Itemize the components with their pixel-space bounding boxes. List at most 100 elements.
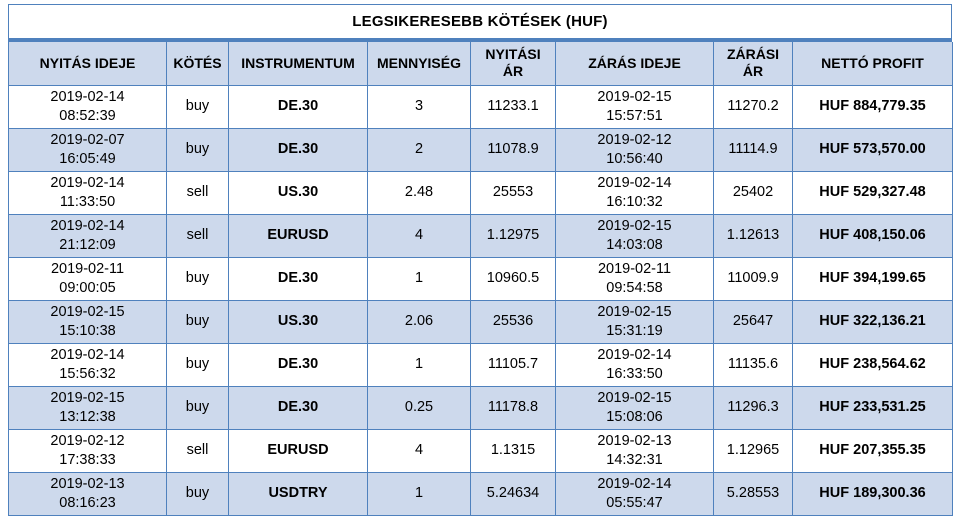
table-row: 2019-02-15 13:12:38 buy DE.30 0.25 11178… — [8, 385, 953, 430]
cell-side: buy — [166, 385, 229, 430]
column-header: MENNYISÉG — [367, 42, 471, 86]
cell-open-price: 25536 — [470, 299, 556, 344]
table-row: 2019-02-11 09:00:05 buy DE.30 1 10960.5 … — [8, 256, 953, 301]
cell-open-time: 2019-02-14 15:56:32 — [8, 342, 167, 387]
cell-instrument: USDTRY — [228, 471, 368, 516]
cell-open-price: 1.1315 — [470, 428, 556, 473]
cell-close-price: 25402 — [713, 170, 793, 215]
cell-open-price: 10960.5 — [470, 256, 556, 301]
cell-close-time: 2019-02-11 09:54:58 — [555, 256, 714, 301]
cell-net-profit: HUF 884,779.35 — [792, 84, 953, 129]
cell-close-time: 2019-02-14 16:10:32 — [555, 170, 714, 215]
cell-side: buy — [166, 84, 229, 129]
table-row: 2019-02-13 08:16:23 buy USDTRY 1 5.24634… — [8, 471, 953, 516]
cell-side: buy — [166, 127, 229, 172]
table-row: 2019-02-14 11:33:50 sell US.30 2.48 2555… — [8, 170, 953, 215]
cell-side: sell — [166, 213, 229, 258]
cell-close-time: 2019-02-15 15:31:19 — [555, 299, 714, 344]
cell-net-profit: HUF 529,327.48 — [792, 170, 953, 215]
cell-close-price: 11135.6 — [713, 342, 793, 387]
cell-close-price: 5.28553 — [713, 471, 793, 516]
cell-instrument: DE.30 — [228, 256, 368, 301]
cell-instrument: DE.30 — [228, 84, 368, 129]
cell-side: buy — [166, 256, 229, 301]
cell-instrument: EURUSD — [228, 213, 368, 258]
cell-open-price: 1.12975 — [470, 213, 556, 258]
trades-table: NYITÁS IDEJE KÖTÉS INSTRUMENTUM MENNYISÉG NY… — [8, 42, 953, 516]
cell-open-time: 2019-02-13 08:16:23 — [8, 471, 167, 516]
column-header: NYITÁSI ÁR — [470, 42, 556, 86]
cell-open-price: 5.24634 — [470, 471, 556, 516]
table-header-row: NYITÁS IDEJE KÖTÉS INSTRUMENTUM MENNYISÉG NY… — [8, 42, 953, 86]
cell-instrument: US.30 — [228, 170, 368, 215]
cell-instrument: DE.30 — [228, 385, 368, 430]
column-header: INSTRUMENTUM — [228, 42, 368, 86]
column-header: ZÁRÁS IDEJE — [555, 42, 714, 86]
cell-open-time: 2019-02-14 11:33:50 — [8, 170, 167, 215]
cell-instrument: DE.30 — [228, 342, 368, 387]
cell-quantity: 2.06 — [367, 299, 471, 344]
cell-instrument: US.30 — [228, 299, 368, 344]
cell-close-price: 11296.3 — [713, 385, 793, 430]
table-row: 2019-02-15 15:10:38 buy US.30 2.06 25536… — [8, 299, 953, 344]
cell-open-time: 2019-02-15 13:12:38 — [8, 385, 167, 430]
cell-close-time: 2019-02-13 14:32:31 — [555, 428, 714, 473]
column-header: NYITÁS IDEJE — [8, 42, 167, 86]
cell-open-time: 2019-02-12 17:38:33 — [8, 428, 167, 473]
column-header: KÖTÉS — [166, 42, 229, 86]
cell-net-profit: HUF 189,300.36 — [792, 471, 953, 516]
cell-close-time: 2019-02-12 10:56:40 — [555, 127, 714, 172]
cell-close-price: 1.12965 — [713, 428, 793, 473]
cell-open-price: 25553 — [470, 170, 556, 215]
cell-open-time: 2019-02-14 21:12:09 — [8, 213, 167, 258]
cell-close-price: 11114.9 — [713, 127, 793, 172]
table-row: 2019-02-12 17:38:33 sell EURUSD 4 1.1315… — [8, 428, 953, 473]
cell-side: buy — [166, 471, 229, 516]
cell-quantity: 1 — [367, 256, 471, 301]
cell-quantity: 4 — [367, 213, 471, 258]
cell-quantity: 1 — [367, 342, 471, 387]
cell-quantity: 2.48 — [367, 170, 471, 215]
cell-net-profit: HUF 233,531.25 — [792, 385, 953, 430]
cell-side: sell — [166, 170, 229, 215]
cell-open-price: 11078.9 — [470, 127, 556, 172]
cell-open-time: 2019-02-14 08:52:39 — [8, 84, 167, 129]
cell-close-time: 2019-02-15 15:08:06 — [555, 385, 714, 430]
cell-quantity: 4 — [367, 428, 471, 473]
cell-open-time: 2019-02-07 16:05:49 — [8, 127, 167, 172]
cell-side: sell — [166, 428, 229, 473]
cell-net-profit: HUF 238,564.62 — [792, 342, 953, 387]
cell-side: buy — [166, 342, 229, 387]
cell-open-price: 11233.1 — [470, 84, 556, 129]
cell-close-price: 1.12613 — [713, 213, 793, 258]
table-row: 2019-02-14 21:12:09 sell EURUSD 4 1.1297… — [8, 213, 953, 258]
trades-table-body: 2019-02-14 08:52:39 buy DE.30 3 11233.1 … — [8, 84, 953, 516]
cell-side: buy — [166, 299, 229, 344]
cell-instrument: DE.30 — [228, 127, 368, 172]
column-header: ZÁRÁSI ÁR — [713, 42, 793, 86]
cell-quantity: 3 — [367, 84, 471, 129]
report-title: LEGSIKERESEBB KÖTÉSEK (HUF) — [8, 4, 952, 42]
trades-report: LEGSIKERESEBB KÖTÉSEK (HUF) NYITÁS IDEJE… — [8, 4, 953, 516]
cell-close-price: 25647 — [713, 299, 793, 344]
cell-net-profit: HUF 394,199.65 — [792, 256, 953, 301]
cell-quantity: 0.25 — [367, 385, 471, 430]
column-header: NETTÓ PROFIT — [792, 42, 953, 86]
cell-open-price: 11105.7 — [470, 342, 556, 387]
cell-close-time: 2019-02-15 15:57:51 — [555, 84, 714, 129]
cell-close-time: 2019-02-15 14:03:08 — [555, 213, 714, 258]
cell-quantity: 2 — [367, 127, 471, 172]
cell-instrument: EURUSD — [228, 428, 368, 473]
cell-close-time: 2019-02-14 16:33:50 — [555, 342, 714, 387]
cell-net-profit: HUF 207,355.35 — [792, 428, 953, 473]
table-row: 2019-02-07 16:05:49 buy DE.30 2 11078.9 … — [8, 127, 953, 172]
cell-net-profit: HUF 322,136.21 — [792, 299, 953, 344]
table-row: 2019-02-14 15:56:32 buy DE.30 1 11105.7 … — [8, 342, 953, 387]
cell-open-price: 11178.8 — [470, 385, 556, 430]
cell-close-price: 11270.2 — [713, 84, 793, 129]
cell-close-time: 2019-02-14 05:55:47 — [555, 471, 714, 516]
cell-open-time: 2019-02-15 15:10:38 — [8, 299, 167, 344]
cell-close-price: 11009.9 — [713, 256, 793, 301]
cell-net-profit: HUF 408,150.06 — [792, 213, 953, 258]
cell-open-time: 2019-02-11 09:00:05 — [8, 256, 167, 301]
